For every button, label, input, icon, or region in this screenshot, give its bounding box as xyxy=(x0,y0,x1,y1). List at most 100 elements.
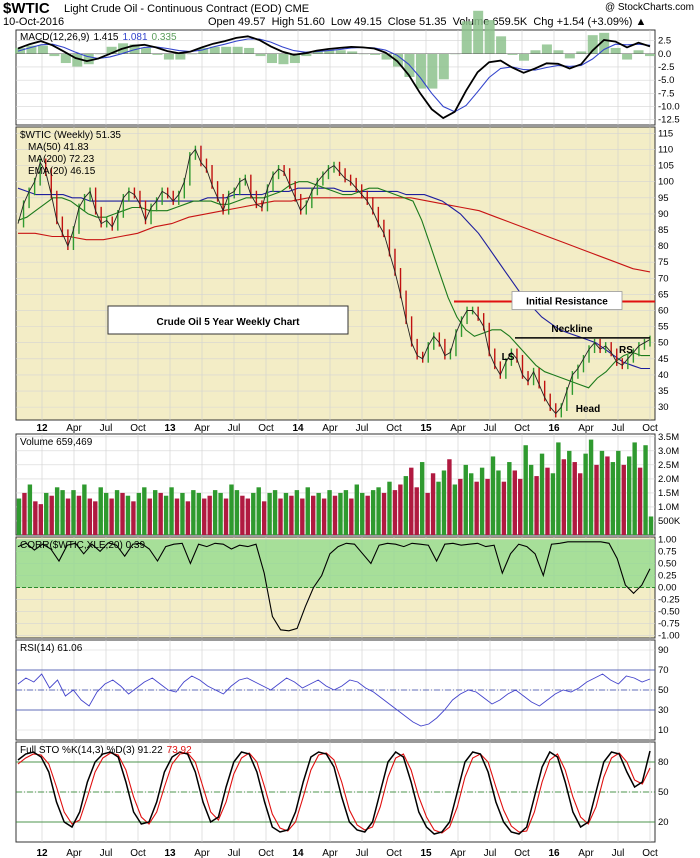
volume-bar xyxy=(136,492,142,535)
x-axis-label: Oct xyxy=(642,423,658,434)
macd-histogram-bar xyxy=(393,53,403,67)
x-axis-label: Oct xyxy=(130,423,146,434)
title-box xyxy=(107,305,349,335)
volume-bar xyxy=(512,470,517,535)
price-legend: $WTIC (Weekly) 51.35 xyxy=(20,130,121,141)
symbol-title: $WTIC xyxy=(3,0,50,17)
macd-histogram-bar xyxy=(289,53,300,64)
volume-bar xyxy=(627,456,632,535)
volume-bar xyxy=(163,495,169,535)
volume-bar xyxy=(54,487,60,535)
volume-tick-label: 1.0M xyxy=(658,502,679,513)
neckline-label: Neckline xyxy=(551,324,593,335)
volume-legend: Volume 659,469 xyxy=(20,437,93,448)
price-tick-label: 35 xyxy=(658,386,669,397)
macd-histogram-bar xyxy=(106,46,117,54)
x-axis-label: Oct xyxy=(386,848,402,858)
corr-legend-part: CORR($WTIC,XLE,20) 0.39 xyxy=(20,540,145,551)
x-axis-label: 13 xyxy=(164,848,176,858)
quote-summary: Open 49.57 High 51.60 Low 49.15 Close 51… xyxy=(208,16,647,28)
volume-bar xyxy=(131,501,136,535)
volume-tick-label: 2.0M xyxy=(658,474,679,485)
volume-bar xyxy=(114,490,120,535)
volume-bar xyxy=(518,478,523,535)
sto-tick-label: 50 xyxy=(658,787,669,798)
volume-bar xyxy=(458,478,463,535)
volume-bar xyxy=(272,490,278,535)
macd-histogram-bar xyxy=(324,50,335,54)
price-tick-label: 75 xyxy=(658,257,669,268)
corr-line xyxy=(17,541,651,632)
volume-bar xyxy=(463,464,468,535)
x-axis-label: 15 xyxy=(420,423,432,434)
macd-histogram-bar xyxy=(335,50,346,54)
rsi-tick-label: 90 xyxy=(658,645,669,656)
price-tick-label: 85 xyxy=(658,225,669,236)
volume-bar xyxy=(245,498,251,535)
macd-histogram-bar xyxy=(610,47,621,54)
price-tick-label: 65 xyxy=(658,289,669,300)
rsi-tick-label: 10 xyxy=(658,725,669,736)
volume-bar xyxy=(430,473,436,535)
macd-histogram-bar xyxy=(633,50,644,54)
corr-legend: CORR($WTIC,XLE,20) 0.39 xyxy=(20,540,145,551)
ls-label: LS xyxy=(502,352,515,363)
x-axis-label: Oct xyxy=(130,848,146,858)
ma50-legend: MA(50) 41.83 xyxy=(28,142,89,153)
ma200-line xyxy=(18,197,651,273)
volume-bar xyxy=(539,453,545,535)
volume-legend-part: Volume 659,469 xyxy=(20,437,93,448)
volume-bar xyxy=(60,490,65,535)
x-axis-label: Oct xyxy=(386,423,402,434)
volume-bar xyxy=(261,501,267,535)
ema20-legend: EMA(20) 46.15 xyxy=(28,166,96,177)
x-axis: 12 Apr Jul Oct 13 Apr Jul Oct 14 Apr Jul Oct 15 Apr Ju… xyxy=(36,423,658,858)
volume-bar xyxy=(637,467,643,535)
macd-tick-label: 0.0 xyxy=(658,49,671,60)
corr-tick-label: -0.75 xyxy=(658,619,680,630)
macd-histogram-bar xyxy=(209,46,220,54)
chart-date: 10-Oct-2016 xyxy=(3,16,65,28)
volume-tick-label: 2.5M xyxy=(658,460,679,471)
macd-histogram-bar xyxy=(198,47,209,54)
x-axis-label: Apr xyxy=(66,423,82,434)
macd-tick-label: 2.5 xyxy=(658,36,671,47)
volume-bar xyxy=(158,492,163,535)
rsi-legend: RSI(14) 61.06 xyxy=(20,643,83,654)
volume-bar xyxy=(414,487,419,535)
macd-histogram-bar xyxy=(301,53,312,57)
x-axis-label: 14 xyxy=(292,423,304,434)
macd-histogram-bar xyxy=(255,53,266,57)
macd-histogram-bar xyxy=(370,53,381,55)
ma200-legend: MA(200) 72.23 xyxy=(28,154,95,165)
x-axis-label: 12 xyxy=(36,423,48,434)
volume-bar xyxy=(229,484,234,535)
sto-legend-part: 73.92 xyxy=(167,745,192,756)
volume-bar xyxy=(550,473,556,535)
chart-marks xyxy=(15,10,655,835)
price-tick-label: 90 xyxy=(658,209,669,220)
macd-histogram-bar xyxy=(244,47,255,54)
macd-signal-line xyxy=(17,38,651,113)
volume-bar xyxy=(174,498,180,535)
corr-positive-zone xyxy=(16,539,655,588)
sto-legend-part: Full STO %K(14,3) %D(3) 91.22 xyxy=(20,745,163,756)
price-tick-label: 70 xyxy=(658,273,669,284)
volume-bar xyxy=(632,442,637,535)
volume-bar xyxy=(610,462,616,535)
volume-bar xyxy=(87,498,93,535)
macd-histogram-bar xyxy=(83,53,94,65)
volume-bar xyxy=(93,501,98,535)
macd-tick-label: -7.5 xyxy=(658,88,674,99)
x-axis-label: 14 xyxy=(292,848,304,858)
volume-bar xyxy=(300,498,305,535)
corr-tick-label: 1.00 xyxy=(658,534,677,545)
rs-label: RS xyxy=(619,345,633,356)
corr-tick-label: -0.50 xyxy=(658,607,680,618)
x-axis-label: 15 xyxy=(420,848,432,858)
macd-legend-part: MACD(12,26,9) xyxy=(20,32,89,43)
corr-tick-label: 0.50 xyxy=(658,558,677,569)
chart-annotations: Crude Oil 5 Year Weekly Chart Initial Res… xyxy=(107,291,655,415)
volume-bar xyxy=(316,492,321,535)
